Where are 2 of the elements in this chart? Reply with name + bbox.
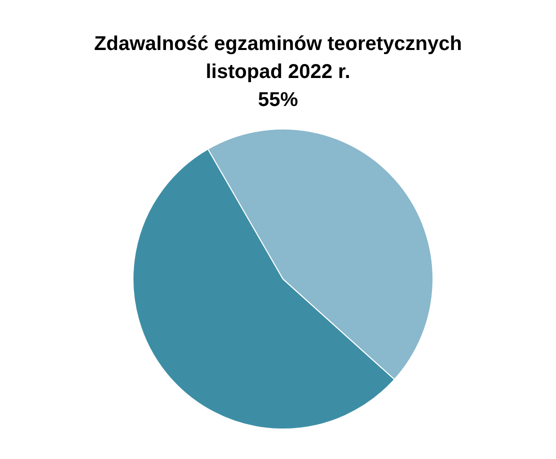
chart-title: Zdawalność egzaminów teoretycznych listopad 2022 r. bbox=[94, 33, 462, 83]
chart-subtitle: 55% bbox=[256, 88, 300, 113]
